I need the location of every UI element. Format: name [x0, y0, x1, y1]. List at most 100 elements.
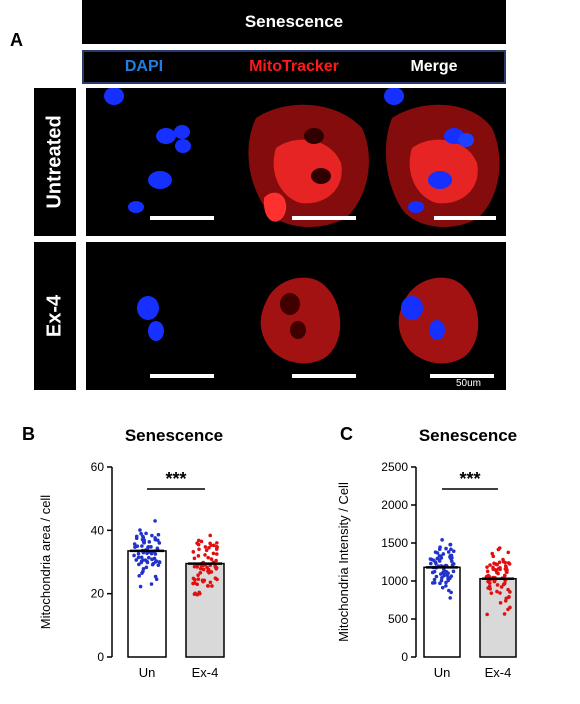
channel-label-mitotracker: MitoTracker [249, 58, 339, 75]
data-point [141, 536, 146, 540]
data-point [157, 541, 162, 545]
data-point [492, 579, 497, 584]
channel-label-merge: Merge [410, 58, 458, 75]
data-point [196, 577, 201, 581]
data-point [204, 548, 209, 553]
data-point [448, 542, 452, 547]
data-point [485, 565, 489, 569]
data-point [134, 536, 139, 541]
micrograph-untreated-merge [382, 88, 506, 236]
data-point [435, 551, 440, 555]
panel-c-letter: C [340, 424, 353, 444]
data-point [206, 555, 210, 560]
data-point [499, 585, 504, 589]
x-tick-label: Ex-4 [485, 665, 512, 680]
data-point [439, 578, 444, 583]
data-point [214, 558, 218, 563]
y-tick-label: 60 [91, 460, 105, 474]
y-tick-label: 1000 [381, 574, 408, 588]
data-point [446, 577, 450, 581]
data-point [134, 558, 139, 562]
chart-c-title: Senescence [418, 426, 518, 445]
data-point [197, 547, 201, 552]
data-point [196, 542, 201, 547]
data-point [451, 569, 456, 574]
data-point [199, 539, 204, 544]
data-point [507, 595, 511, 599]
scale-bar [150, 374, 214, 378]
data-point [192, 564, 197, 569]
y-axis-title: Mitochondria area / cell [38, 495, 53, 630]
data-point [147, 555, 151, 560]
scale-bar [292, 374, 356, 378]
data-point [440, 585, 445, 590]
data-point [207, 570, 211, 575]
data-point [140, 571, 144, 575]
data-point [439, 554, 443, 559]
data-point [197, 590, 202, 595]
chart-b-title: Senescence [124, 426, 224, 445]
micrograph-untreated-mitotracker [236, 88, 382, 236]
data-point [215, 541, 219, 545]
data-point [214, 552, 219, 556]
data-point [150, 557, 154, 562]
data-point [145, 560, 150, 565]
data-point [496, 571, 500, 576]
data-point [155, 546, 160, 551]
data-point [196, 538, 201, 543]
data-point [147, 540, 152, 544]
y-axis-title: Mitochondria Intensity / Cell [336, 482, 351, 642]
data-point [132, 542, 137, 546]
data-point [432, 577, 437, 582]
y-tick-label: 2000 [381, 498, 408, 512]
significance-label: *** [459, 469, 480, 489]
data-point [156, 563, 161, 568]
y-tick-label: 20 [91, 587, 105, 601]
panel-b-letter: B [22, 424, 35, 444]
data-point [208, 533, 213, 538]
micrograph-ex4-merge: 50um [382, 242, 506, 390]
data-point [507, 562, 512, 566]
data-point [487, 581, 492, 585]
data-point [140, 544, 144, 548]
data-point [440, 538, 444, 542]
data-point [449, 547, 453, 552]
row-label-untreated: Untreated [34, 88, 76, 236]
data-point [451, 549, 456, 554]
data-point [153, 519, 157, 523]
data-point [151, 561, 156, 566]
micrograph-ex4-dapi [86, 242, 236, 390]
data-point [491, 565, 495, 570]
data-point [193, 581, 197, 585]
scale-bar [434, 216, 496, 220]
data-point [192, 556, 197, 561]
data-point [209, 543, 213, 548]
bar-un [423, 566, 461, 658]
x-tick-label: Un [139, 665, 156, 680]
row-label-ex4-text: Ex-4 [43, 294, 66, 338]
data-point [498, 601, 503, 605]
data-point [498, 591, 502, 595]
data-point [492, 561, 496, 566]
data-point [213, 565, 218, 569]
data-point [501, 557, 505, 562]
data-point [193, 591, 197, 596]
data-point [203, 553, 207, 557]
data-point [429, 561, 433, 566]
data-point [485, 569, 490, 574]
data-point [444, 546, 448, 551]
chart-b: 0 20 40 60 Mitochondria area / cell Un Ex-4 *** [38, 460, 225, 680]
data-point [144, 531, 148, 536]
data-point [136, 551, 141, 556]
data-point [502, 612, 507, 616]
data-point [210, 584, 214, 588]
data-point [214, 547, 219, 551]
data-point [156, 538, 160, 543]
micrograph-ex4-mitotracker [236, 242, 382, 390]
bar-ex4 [185, 562, 225, 658]
data-point [198, 566, 203, 571]
data-point [442, 573, 446, 578]
data-point [495, 589, 499, 594]
y-tick-label: 0 [401, 650, 408, 664]
data-point [201, 567, 206, 572]
